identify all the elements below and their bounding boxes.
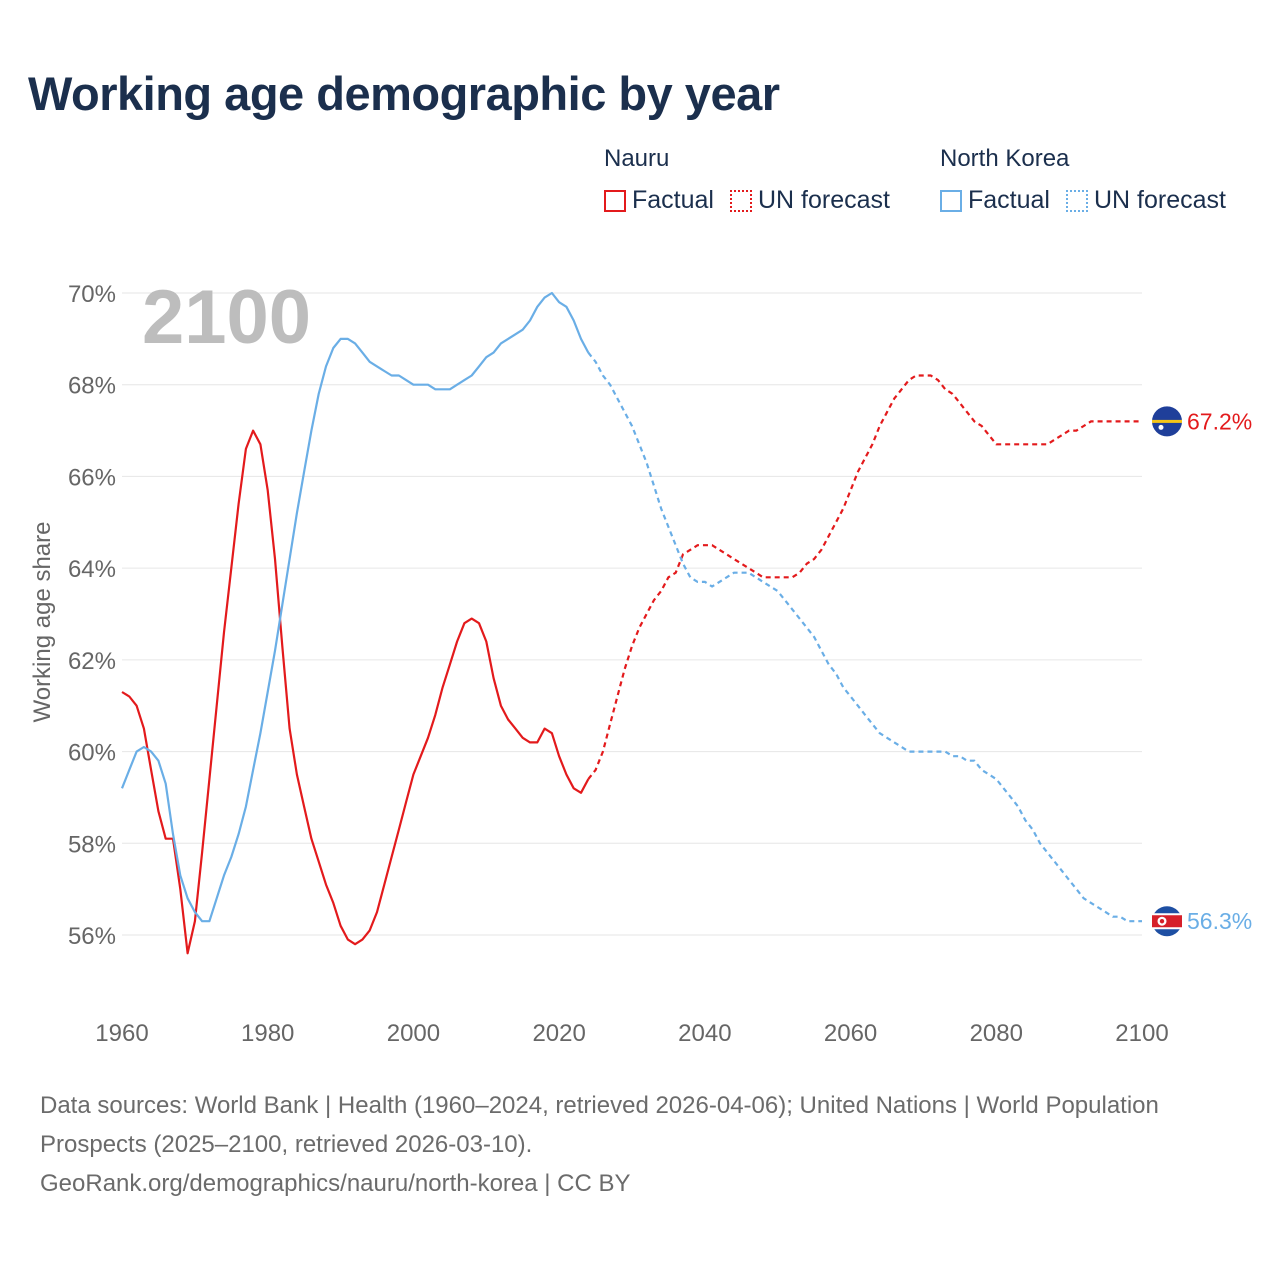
y-tick-label: 56% (68, 923, 116, 950)
nauru-flag-star (1158, 424, 1164, 430)
source-note: Data sources: World Bank | Health (1960–… (40, 1086, 1220, 1203)
y-tick-label: 66% (68, 464, 116, 491)
nauru-flag-stripe (1152, 419, 1182, 423)
x-tick-label: 2080 (970, 1020, 1023, 1047)
y-tick-label: 58% (68, 831, 116, 858)
legend-swatch-dotted (1065, 189, 1088, 212)
x-tick-label: 2040 (678, 1020, 731, 1047)
legend-item-nauru-factual[interactable]: Factual (604, 186, 714, 215)
legend-group-nauru: Nauru Factual UN forecast (604, 144, 906, 215)
x-tick-label: 2020 (532, 1020, 585, 1047)
year-watermark: 2100 (142, 275, 311, 360)
y-tick-label: 70% (68, 281, 116, 308)
legend-swatch-dotted (729, 189, 752, 212)
x-tick-label: 2000 (387, 1020, 440, 1047)
source-line-2[interactable]: GeoRank.org/demographics/nauru/north-kor… (40, 1170, 631, 1197)
end-label-north-korea: 56.3% (1187, 908, 1252, 934)
page-title: Working age demographic by year (28, 67, 780, 120)
legend-item-north-korea-factual[interactable]: Factual (940, 186, 1050, 215)
legend-label: UN forecast (757, 186, 890, 214)
y-axis-label: Working age share (29, 522, 56, 723)
y-tick-label: 64% (68, 556, 116, 583)
y-tick-label: 60% (68, 740, 116, 767)
series-line-nauru-factual (121, 429, 590, 955)
x-tick-label: 2100 (1115, 1020, 1168, 1047)
x-tick-label: 1960 (95, 1020, 148, 1047)
series-line-north-korea-factual (120, 291, 590, 923)
source-line-1: Data sources: World Bank | Health (1960–… (40, 1092, 1159, 1158)
y-tick-label: 68% (68, 373, 116, 400)
x-tick-label: 2060 (824, 1020, 877, 1047)
north-korea-flag-red-band (1152, 915, 1182, 928)
legend-label: UN forecast (1093, 186, 1226, 214)
series-line-north-korea-forecast (587, 351, 1142, 923)
legend-item-nauru-forecast[interactable]: UN forecast (729, 186, 890, 215)
legend-item-north-korea-forecast[interactable]: UN forecast (1065, 186, 1226, 215)
end-label-nauru: 67.2% (1187, 408, 1252, 434)
x-tick-label: 1980 (241, 1020, 294, 1047)
y-tick-label: 62% (68, 648, 116, 675)
north-korea-flag-star (1159, 919, 1165, 924)
series-line-nauru-forecast (587, 374, 1142, 780)
legend-group-name: Nauru (604, 145, 670, 172)
legend-group-north-korea: North Korea Factual UN forecast (940, 144, 1242, 215)
legend-label: Factual (632, 186, 714, 214)
legend-swatch-solid (604, 189, 626, 212)
legend-swatch-solid (940, 189, 962, 212)
legend-label: Factual (968, 186, 1050, 214)
legend-group-name: North Korea (940, 145, 1070, 172)
